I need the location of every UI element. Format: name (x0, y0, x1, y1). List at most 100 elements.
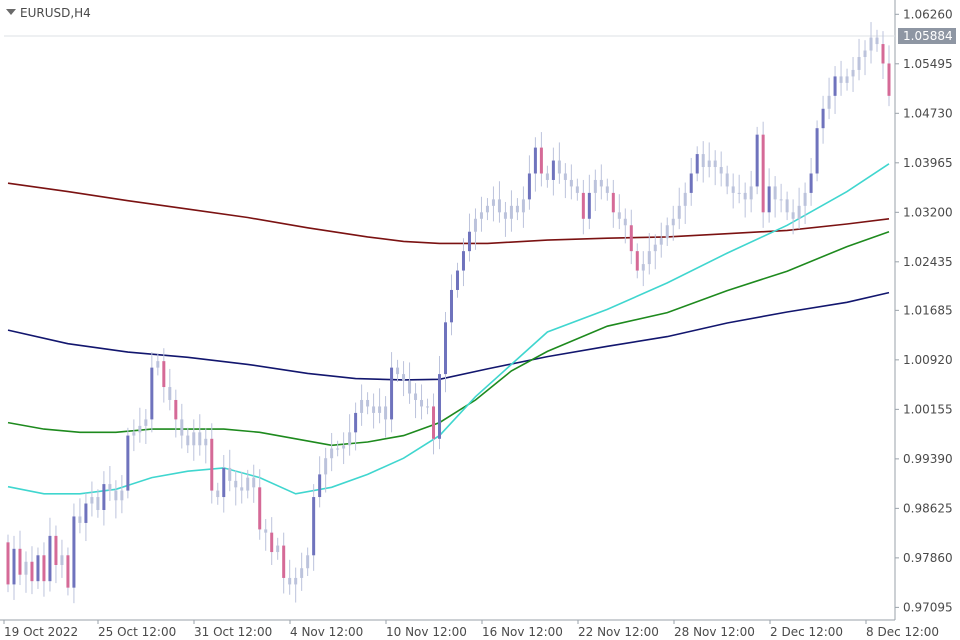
x-tick-label: 22 Nov 12:00 (578, 625, 659, 639)
candle-body (581, 192, 585, 219)
candle-body (402, 374, 406, 381)
candle-body (180, 419, 184, 436)
candle-body (384, 406, 388, 420)
candle-body (192, 432, 196, 446)
candle-body (659, 238, 663, 245)
candle-body (779, 199, 783, 201)
candle-body (641, 264, 645, 271)
candle-body (282, 545, 286, 578)
candle-body (797, 205, 801, 219)
candle-body (521, 199, 525, 213)
candle-body (48, 535, 52, 582)
candle-body (593, 179, 597, 193)
candle-body (30, 561, 34, 582)
x-tick-label: 2 Dec 12:00 (770, 625, 843, 639)
candle-body (647, 251, 651, 265)
candle-body (432, 406, 436, 439)
candle-body (851, 69, 855, 77)
candle-body (252, 477, 256, 488)
candle-body (503, 212, 507, 219)
candle-body (84, 503, 88, 523)
candle-body (390, 367, 394, 420)
candle-body (449, 289, 453, 323)
candle-body (617, 212, 621, 219)
candle-body (276, 545, 280, 553)
candle-body (881, 44, 885, 64)
candle-body (150, 367, 154, 420)
candle-body (210, 438, 214, 491)
candle-body (755, 134, 759, 187)
x-tick-label: 8 Dec 12:00 (866, 625, 939, 639)
candle-body (611, 192, 615, 213)
candle-body (857, 57, 861, 70)
candle-body (629, 225, 633, 252)
candle-body (743, 192, 747, 200)
candle-body (414, 393, 418, 400)
candle-body (144, 419, 148, 426)
candle-body (821, 108, 825, 129)
candle-body (438, 374, 442, 439)
candle-body (24, 561, 28, 575)
y-tick-label: 1.05495 (903, 57, 953, 71)
candle-body (527, 173, 531, 200)
moving-average-line-2 (7, 291, 890, 381)
candle-body (366, 399, 370, 407)
candle-body (354, 412, 358, 433)
candle-body (348, 432, 352, 446)
candle-body (515, 205, 519, 213)
candle-body (72, 516, 76, 588)
candle-body (701, 154, 705, 168)
candle-body (827, 95, 831, 109)
candle-body (126, 435, 130, 491)
candle-body (845, 76, 849, 83)
x-tick-label: 25 Oct 12:00 (98, 625, 176, 639)
candle-body (689, 173, 693, 193)
candle-body (461, 251, 465, 271)
candle-body (198, 432, 202, 446)
x-tick-label: 4 Nov 12:00 (290, 625, 363, 639)
triangle-down-icon[interactable] (6, 9, 16, 15)
y-tick-label: 0.97095 (903, 600, 953, 614)
candle-body (707, 160, 711, 168)
candle-body (222, 467, 226, 498)
candle-body (665, 225, 669, 239)
candle-body (497, 199, 501, 213)
candle-body (467, 231, 471, 252)
candle-body (444, 322, 448, 375)
candle-body (833, 76, 837, 96)
x-tick-label: 28 Nov 12:00 (674, 625, 755, 639)
candle-body (815, 128, 819, 174)
candle-body (264, 529, 268, 533)
y-tick-label: 0.98625 (903, 501, 953, 515)
candle-body (809, 173, 813, 193)
candle-body (773, 186, 777, 200)
candle-body (420, 399, 424, 407)
candle-body (258, 487, 262, 530)
y-tick-label: 1.01685 (903, 303, 953, 317)
candle-body (42, 555, 46, 582)
candle-body (539, 147, 543, 174)
y-tick-label: 1.04730 (903, 106, 953, 120)
candle-body (342, 445, 346, 449)
candle-body (396, 367, 400, 375)
candle-body (623, 218, 627, 226)
candle-body (246, 477, 250, 491)
candle-body (426, 406, 430, 408)
candle-body (545, 173, 549, 180)
moving-average-line-1 (7, 182, 890, 245)
candle-body (120, 490, 124, 501)
candle-body (12, 548, 16, 585)
candle-body (575, 186, 579, 193)
candle-body (240, 487, 244, 491)
candle-body (108, 484, 112, 491)
candle-body (491, 199, 495, 206)
y-tick-label: 1.03965 (903, 156, 953, 170)
x-tick-label: 31 Oct 12:00 (194, 625, 272, 639)
current-price-text: 1.05884 (903, 29, 953, 43)
candle-body (875, 37, 879, 45)
candle-body (378, 406, 382, 413)
candle-body (372, 406, 376, 413)
candle-body (234, 480, 238, 488)
